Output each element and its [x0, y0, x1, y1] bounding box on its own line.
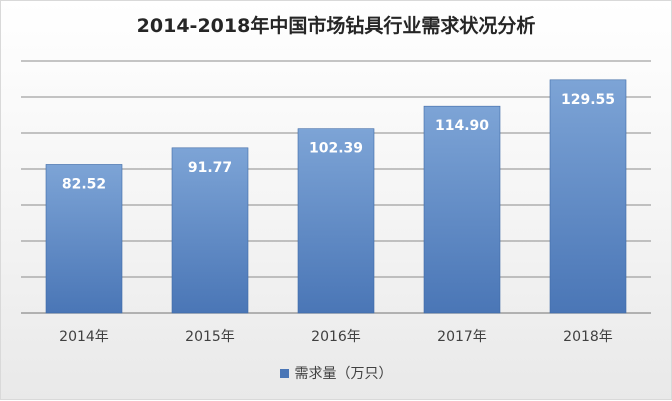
bar-2 [171, 147, 249, 314]
data-label-3: 102.39 [309, 141, 363, 157]
bar-5 [549, 79, 627, 314]
data-labels: 82.52 91.77 102.39 114.90 129.55 [62, 92, 615, 193]
x-tick-label-2: 2015年 [185, 329, 235, 345]
data-label-2: 91.77 [188, 160, 232, 176]
chart-title: 2014-2018年中国市场钻具行业需求状况分析 [136, 15, 536, 37]
legend-swatch [279, 368, 289, 378]
x-tick-label-5: 2018年 [563, 329, 613, 345]
data-label-4: 114.90 [435, 118, 489, 134]
x-tick-label-4: 2017年 [437, 329, 487, 345]
data-label-1: 82.52 [62, 176, 106, 192]
legend: 需求量（万只） [1, 363, 671, 383]
legend-label: 需求量（万只） [294, 366, 393, 382]
data-label-5: 129.55 [561, 92, 615, 108]
bar-1 [45, 164, 123, 314]
x-tick-label-1: 2014年 [59, 329, 109, 345]
bar-3 [297, 128, 375, 314]
bar-4 [423, 105, 501, 314]
x-axis-ticks: 2014年 2015年 2016年 2017年 2018年 [59, 329, 613, 345]
bars [45, 79, 627, 314]
x-tick-label-3: 2016年 [311, 329, 361, 345]
